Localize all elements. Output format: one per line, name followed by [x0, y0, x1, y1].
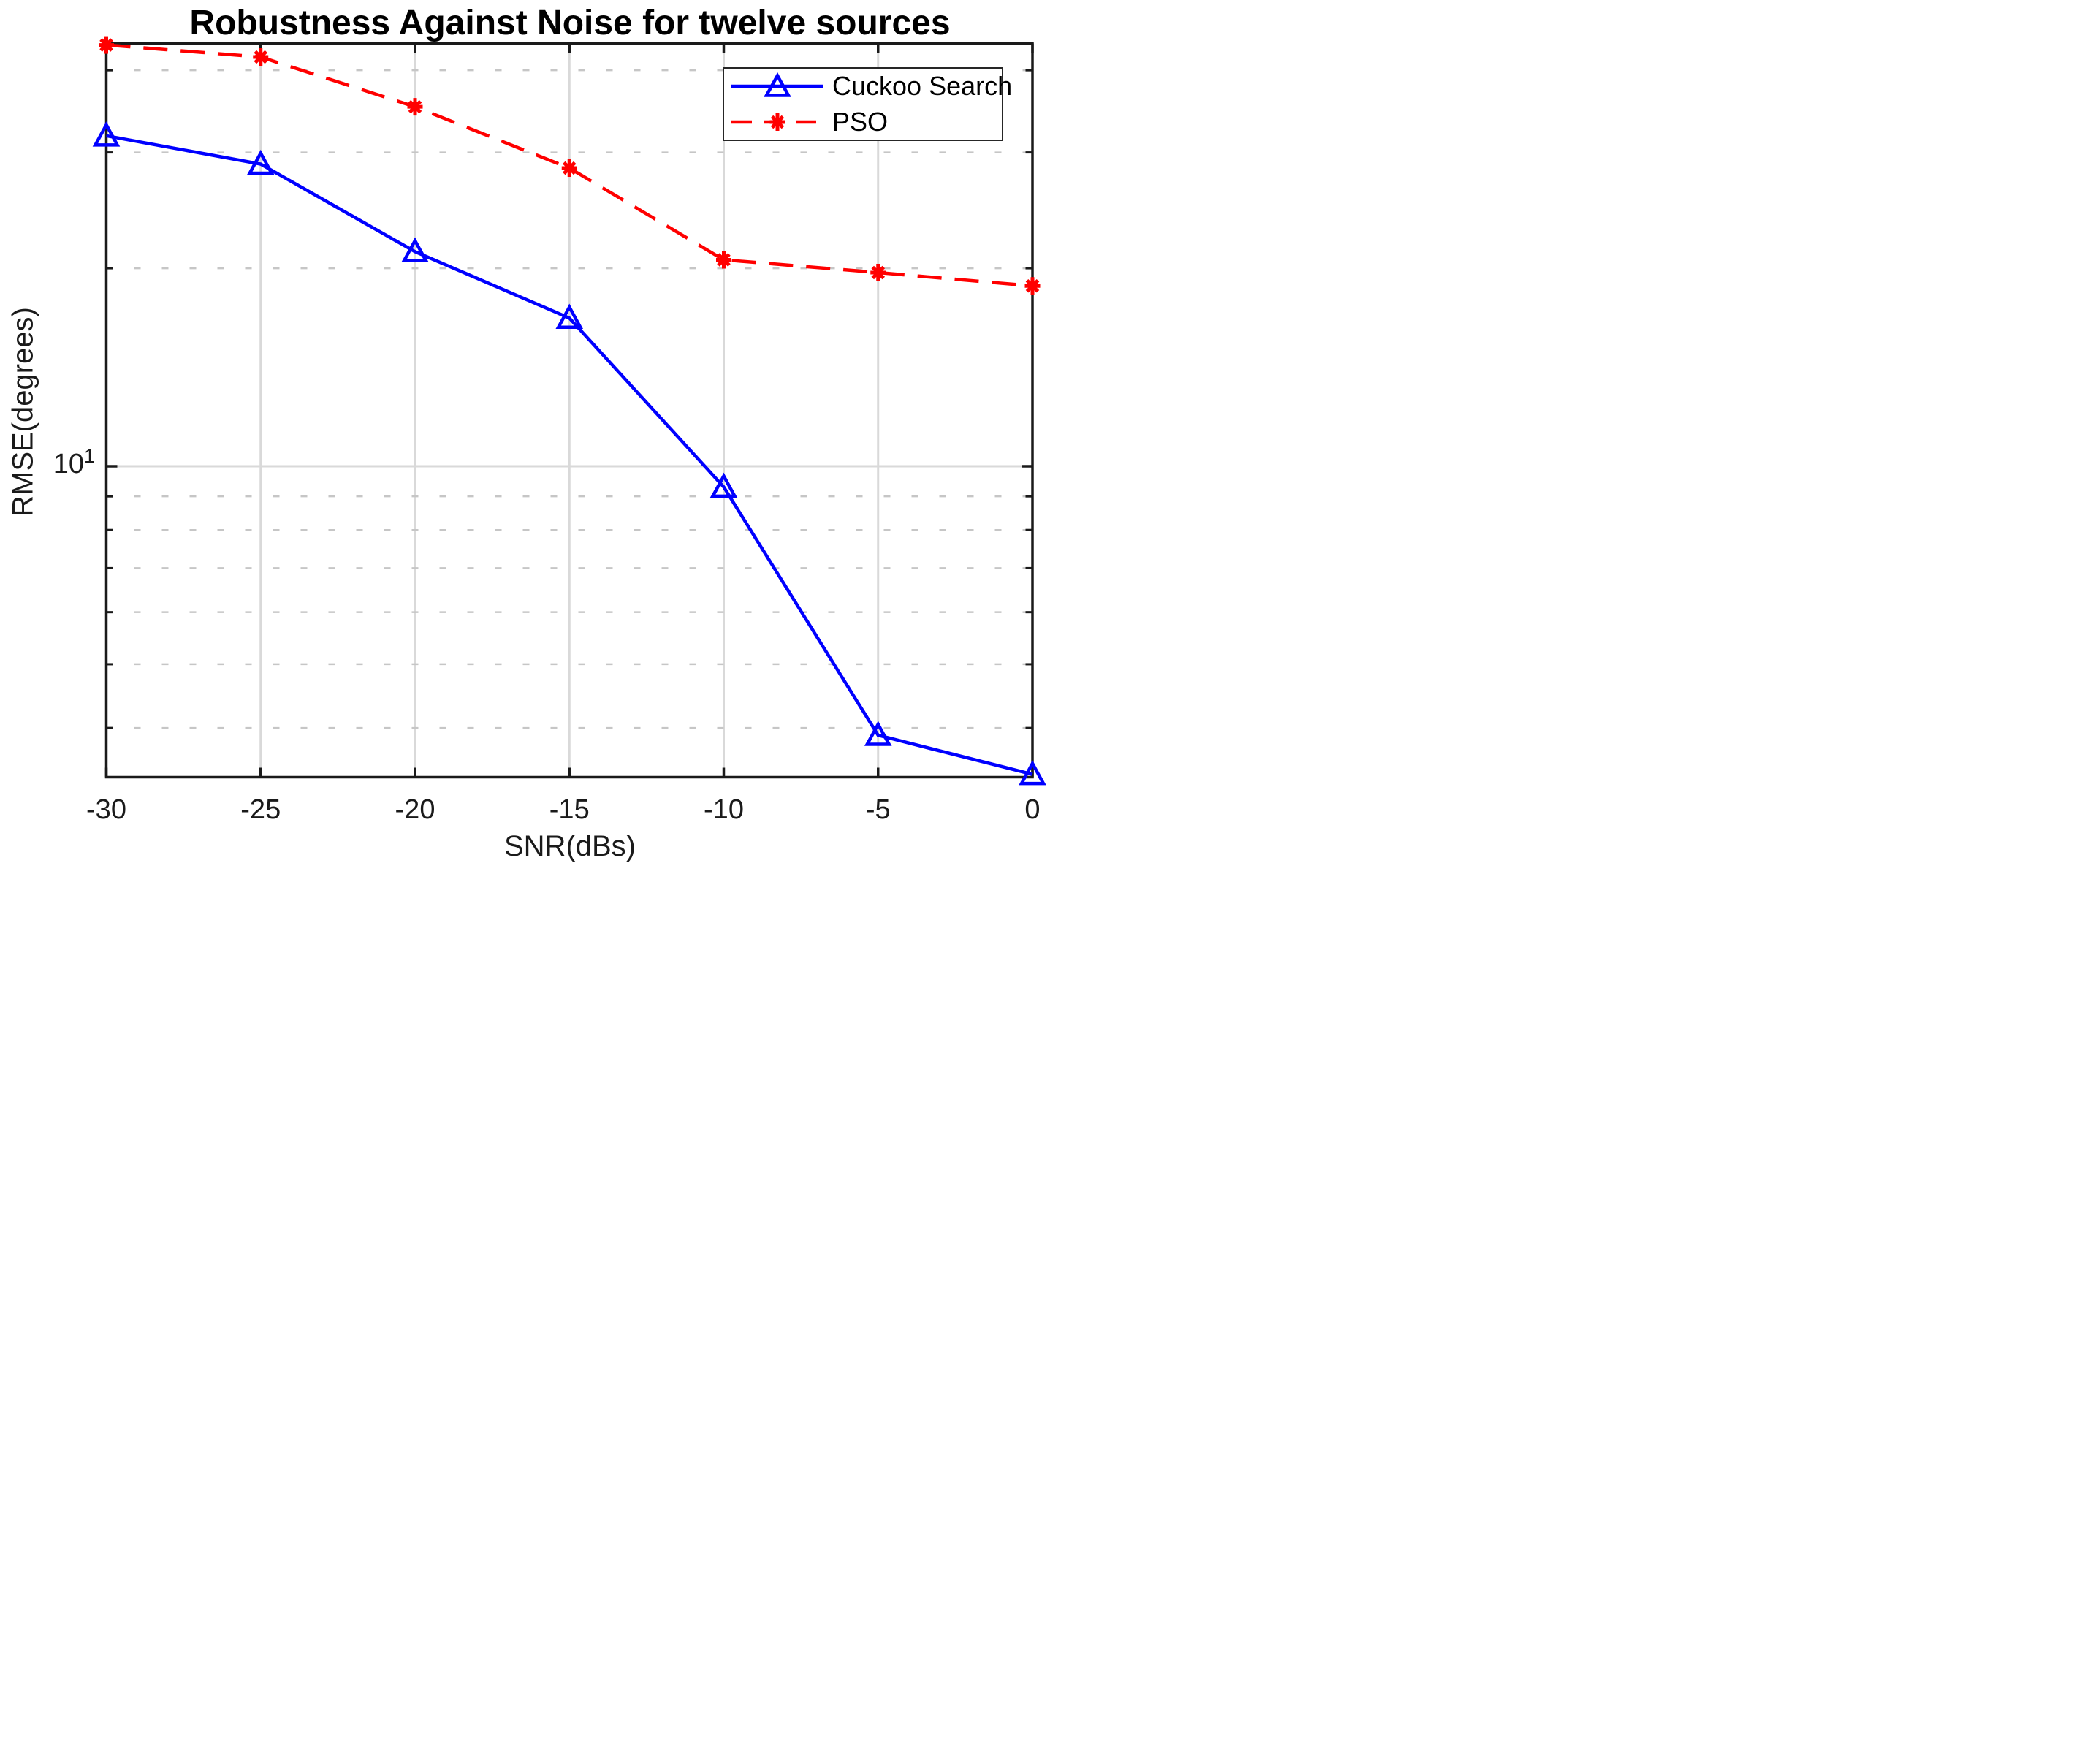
marker-asterisk-icon	[562, 161, 577, 175]
marker-triangle-icon	[92, 121, 121, 147]
marker-asterisk-icon	[254, 50, 268, 64]
legend-marker-asterisk-icon	[769, 113, 785, 131]
x-tick-label: -15	[549, 794, 590, 825]
marker-triangle-icon	[1019, 759, 1046, 786]
marker-asterisk-icon	[770, 115, 785, 129]
legend-marker-triangle-icon	[764, 72, 791, 97]
legend: Cuckoo Search PSO	[723, 67, 1012, 141]
y-axis-tick-label: 101	[29, 445, 95, 480]
marker-triangle-icon	[864, 721, 892, 746]
series-line-cuckoo	[106, 134, 1033, 776]
x-tick-label: -25	[240, 794, 281, 825]
x-tick-label: -5	[866, 794, 891, 825]
legend-entry-pso: PSO	[724, 105, 1002, 139]
legend-sample-cuckoo	[731, 72, 823, 97]
marker-triangle-icon	[401, 237, 429, 263]
y-tick-base: 10	[53, 449, 84, 479]
chart-title: Robustness Against Noise for twelve sour…	[189, 4, 951, 42]
marker-asterisk-icon	[717, 253, 731, 267]
marker-asterisk-icon	[99, 38, 113, 52]
x-tick-label: -20	[395, 794, 435, 825]
y-tick-exponent: 1	[83, 445, 95, 467]
x-axis-label: SNR(dBs)	[503, 830, 636, 862]
marker-asterisk-icon	[408, 99, 422, 114]
marker-triangle-icon	[246, 149, 275, 175]
legend-entry-cuckoo: Cuckoo Search	[724, 69, 1012, 103]
marker-asterisk-icon	[871, 265, 886, 280]
figure: Robustness Against Noise for twelve sour…	[0, 0, 1050, 874]
legend-label-cuckoo: Cuckoo Search	[832, 71, 1013, 102]
legend-sample-pso	[731, 113, 823, 131]
marker-triangle-icon	[709, 472, 738, 498]
marker-triangle-icon	[555, 303, 584, 329]
chart-canvas: -30 -25 -20 -15 -10 -5 0	[86, 36, 1046, 825]
marker-asterisk-icon	[1025, 278, 1040, 293]
x-tick-label: -30	[86, 794, 126, 825]
legend-label-pso: PSO	[832, 106, 889, 137]
x-tick-label: -10	[704, 794, 744, 825]
x-tick-label: 0	[1024, 794, 1040, 825]
